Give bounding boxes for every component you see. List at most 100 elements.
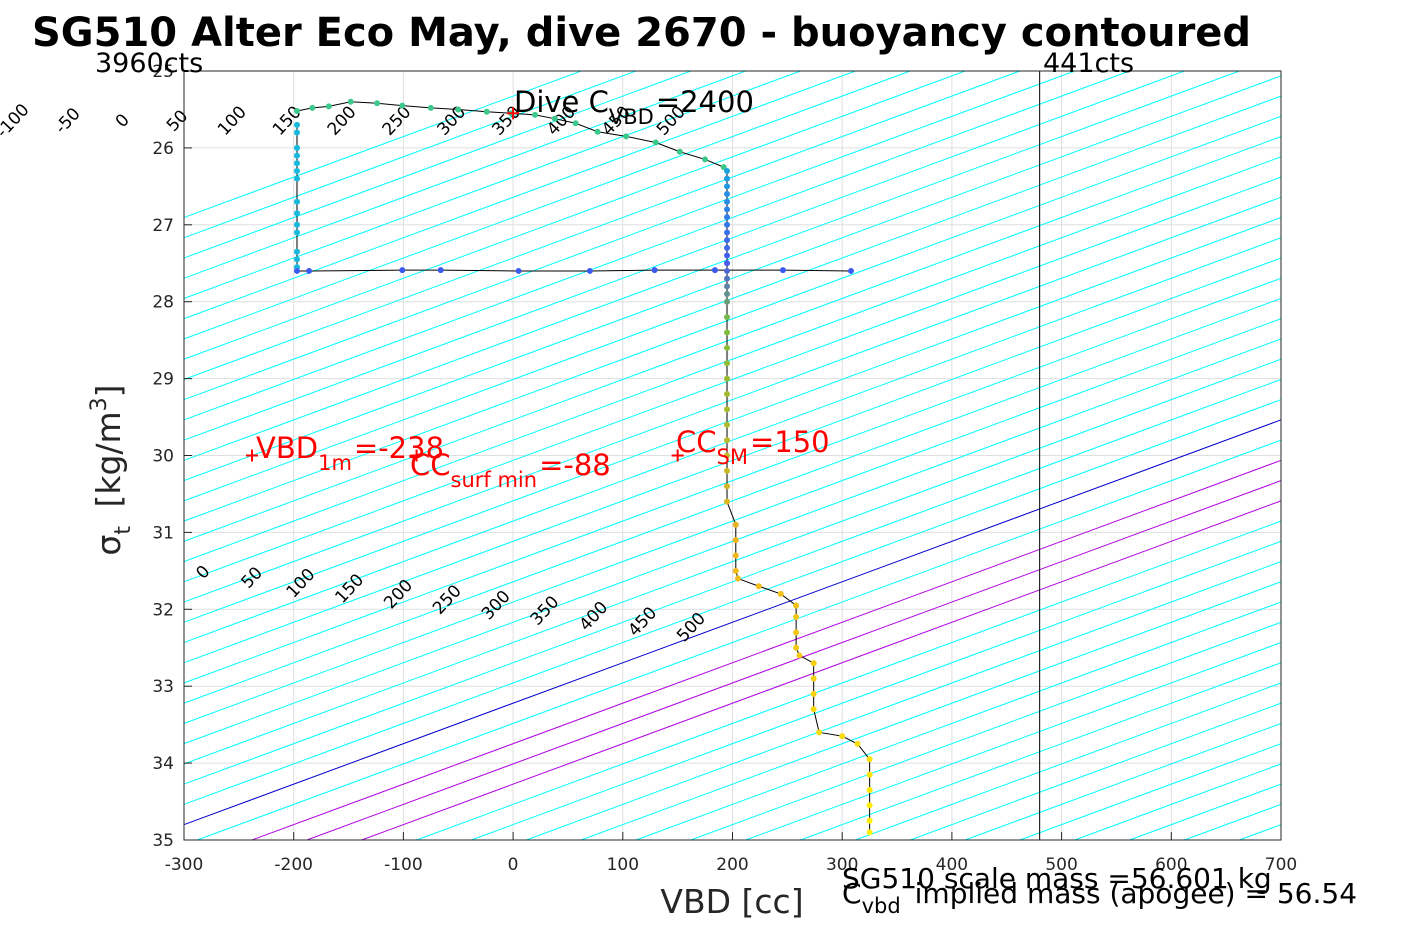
contour-line bbox=[184, 71, 691, 259]
trace-point bbox=[293, 107, 300, 114]
trace-point bbox=[724, 329, 731, 336]
trace-point bbox=[374, 100, 381, 107]
contour-line bbox=[184, 71, 1185, 441]
trace-point bbox=[724, 467, 731, 474]
trace-point bbox=[810, 706, 817, 713]
y-tick-label: 26 bbox=[152, 139, 174, 159]
annotation-dive-cvbd: Dive CVBD=2400 bbox=[514, 85, 754, 129]
trace-point bbox=[483, 108, 490, 115]
contour-label-lower: 400 bbox=[576, 598, 613, 635]
y-tick-label: 29 bbox=[152, 370, 174, 390]
trace-point bbox=[293, 210, 300, 217]
trace-point bbox=[724, 275, 731, 282]
trace-point bbox=[293, 229, 300, 236]
trace-point bbox=[755, 583, 762, 590]
trace-point bbox=[293, 267, 300, 274]
contour-line bbox=[526, 561, 1281, 840]
x-axis-label: VBD [cc] bbox=[660, 882, 803, 921]
trace-point bbox=[437, 267, 444, 274]
trace-point bbox=[854, 740, 861, 747]
contour-line bbox=[635, 601, 1281, 840]
plus-marker bbox=[246, 449, 259, 462]
contour-label-lower: 100 bbox=[283, 565, 320, 602]
contour-line bbox=[184, 71, 856, 320]
contour-label-upper: 150 bbox=[269, 102, 306, 139]
trace-point bbox=[724, 237, 731, 244]
trace-point bbox=[711, 267, 718, 274]
trace-point bbox=[777, 590, 784, 597]
trace-point bbox=[724, 298, 731, 305]
y-tick-label: 35 bbox=[152, 831, 174, 851]
trace-point bbox=[866, 787, 873, 794]
contour-line bbox=[745, 641, 1281, 840]
contour-line bbox=[184, 71, 1240, 461]
x-tick-label: 300 bbox=[826, 855, 858, 875]
y-tick-label: 32 bbox=[152, 600, 174, 620]
trace-line-horizontal-sweep bbox=[296, 269, 851, 272]
trace-point bbox=[810, 690, 817, 697]
trace-point bbox=[724, 291, 731, 298]
trace-point bbox=[551, 115, 558, 122]
trace-point bbox=[732, 552, 739, 559]
x-tick-label: 600 bbox=[1155, 855, 1187, 875]
trace-point bbox=[793, 602, 800, 609]
contour-line bbox=[184, 71, 1130, 421]
contour-line bbox=[184, 156, 1281, 563]
contour-line bbox=[184, 71, 966, 360]
trace-point bbox=[724, 314, 731, 321]
x-tick-label: 700 bbox=[1265, 855, 1297, 875]
trace-point bbox=[724, 191, 731, 198]
trace-point bbox=[866, 771, 873, 778]
trace-point bbox=[866, 802, 873, 809]
contour-line bbox=[184, 419, 1281, 826]
x-tick-label: 400 bbox=[936, 855, 968, 875]
contour-label-lower: 0 bbox=[192, 562, 214, 584]
trace-point bbox=[724, 198, 731, 205]
y-tick-label: 25 bbox=[152, 62, 174, 82]
contour-line bbox=[416, 520, 1281, 840]
markers bbox=[246, 107, 684, 462]
contour-line bbox=[184, 277, 1281, 684]
contour-label-upper: -100 bbox=[0, 100, 34, 142]
trace-point bbox=[839, 733, 846, 740]
trace-point bbox=[796, 652, 803, 659]
contour-line bbox=[361, 500, 1281, 840]
contour-line bbox=[184, 115, 1281, 522]
y-label-sub: t bbox=[111, 526, 136, 535]
trace-point bbox=[724, 260, 731, 267]
svg-text:σt [kg/m3]: σt [kg/m3] bbox=[87, 384, 136, 555]
y-tick-label: 27 bbox=[152, 216, 174, 236]
contour-line bbox=[471, 540, 1281, 840]
y-label-sup: 3 bbox=[87, 397, 112, 411]
contour-label-lower: 50 bbox=[238, 563, 267, 592]
trace-point bbox=[306, 267, 313, 274]
contour-line bbox=[910, 702, 1281, 840]
contour-line bbox=[196, 439, 1281, 840]
trace-point bbox=[866, 756, 873, 763]
dive-trace bbox=[293, 98, 873, 836]
annotation-vbd-1m: VBD1m=-238 bbox=[256, 431, 444, 475]
trace-point bbox=[724, 167, 731, 174]
contour-line bbox=[580, 581, 1281, 840]
trace-point bbox=[866, 829, 873, 836]
trace-point bbox=[724, 221, 731, 228]
contour-label-upper: 50 bbox=[163, 106, 192, 135]
contour-label-upper: 0 bbox=[112, 110, 134, 132]
contour-line bbox=[184, 71, 801, 299]
trace-point bbox=[724, 229, 731, 236]
trace-point bbox=[293, 248, 300, 255]
contour-line bbox=[1294, 71, 1417, 840]
y-tick-label: 28 bbox=[152, 293, 174, 313]
trace-point bbox=[399, 102, 406, 109]
trace-point bbox=[810, 660, 817, 667]
plus-marker bbox=[671, 449, 684, 462]
contour-line bbox=[800, 662, 1281, 840]
trace-point bbox=[724, 175, 731, 182]
footer-implied-mass: Cvbd implied mass (apogee) = 56.54 bbox=[842, 877, 1357, 918]
contour-line bbox=[184, 71, 1021, 380]
contour-label-lower: 150 bbox=[331, 570, 368, 607]
trace-point bbox=[293, 175, 300, 182]
contour-labels: -300-250-200-150-100-5005010015020025030… bbox=[0, 100, 710, 646]
x-tick-label: -200 bbox=[274, 855, 313, 875]
y-tick-label: 33 bbox=[152, 677, 174, 697]
